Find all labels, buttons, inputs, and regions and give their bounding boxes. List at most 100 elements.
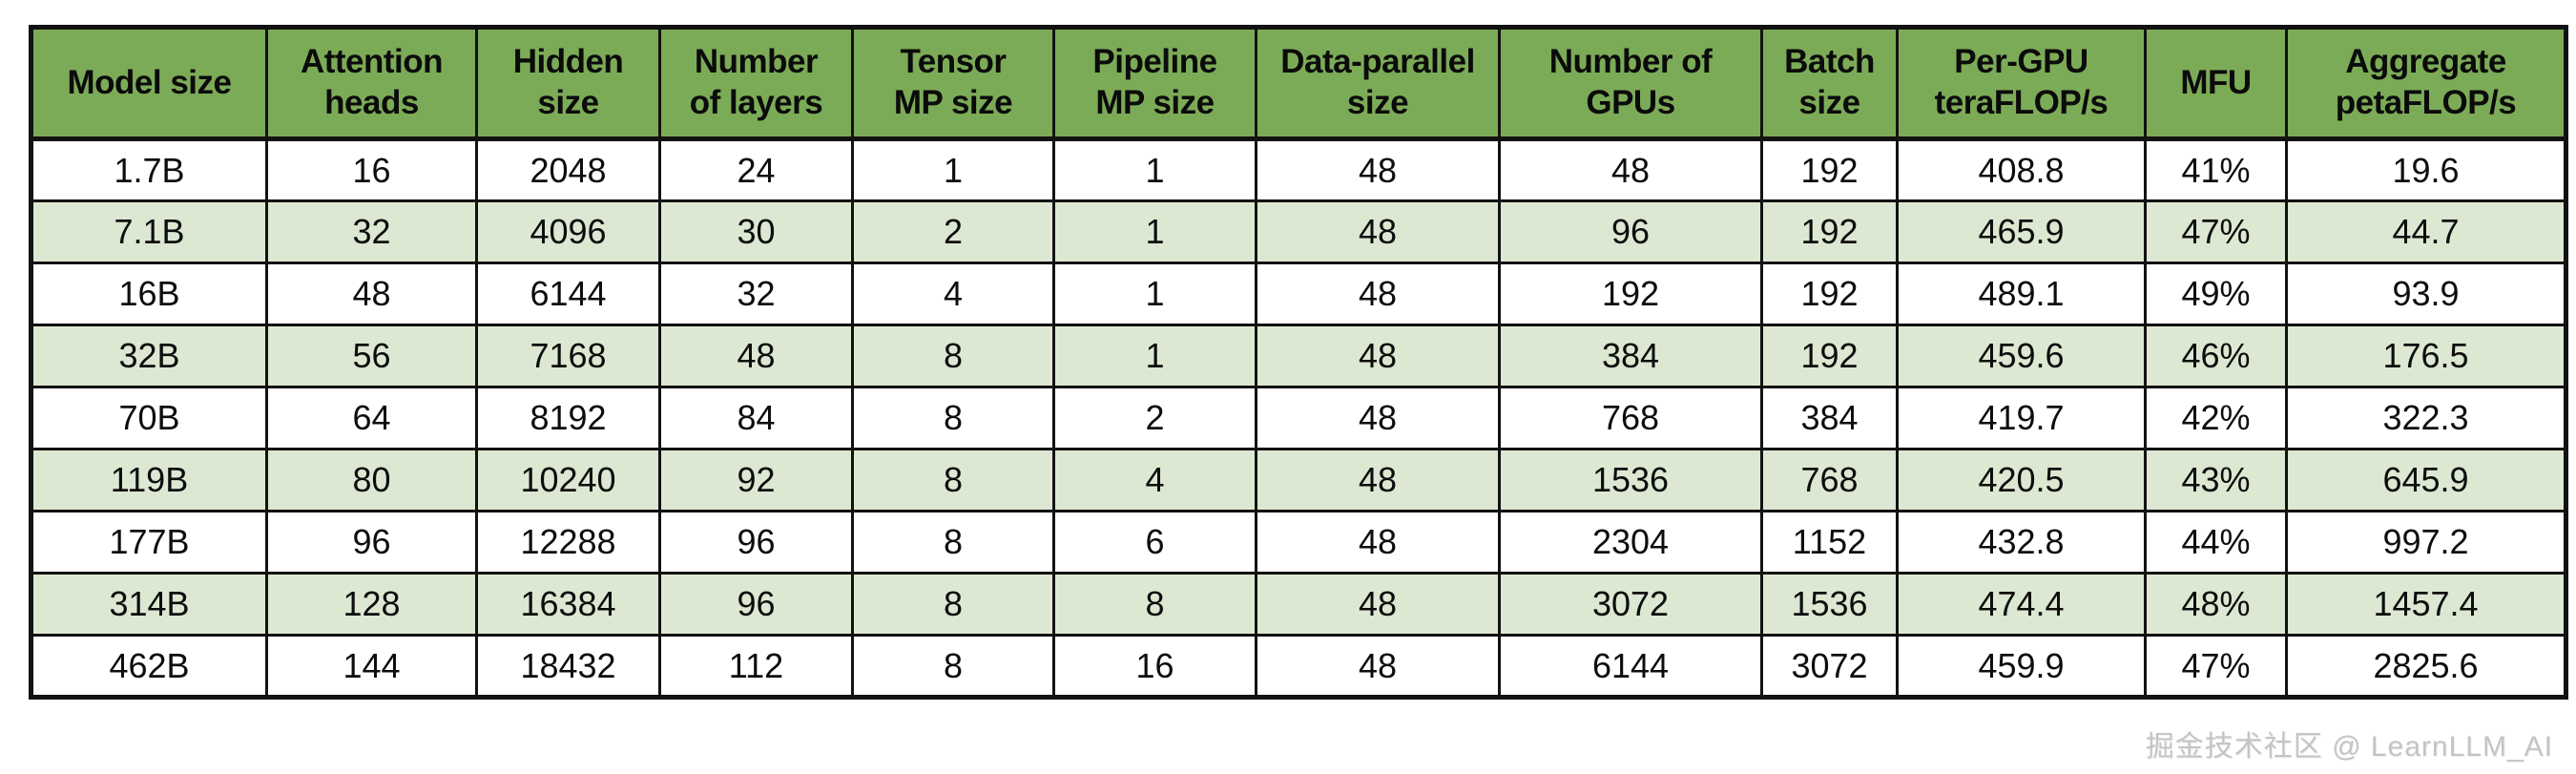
table-cell: 119B (30, 448, 268, 513)
table-cell: 32 (265, 199, 478, 264)
table-cell: 47% (2144, 634, 2288, 699)
table-cell: 92 (658, 448, 854, 513)
table-cell: 1 (851, 137, 1055, 202)
table-cell: 112 (658, 634, 854, 699)
table-cell: 16 (1052, 634, 1257, 699)
model-config-table: Model size Attention heads Hidden size N… (29, 25, 2568, 700)
table-row: 16B 48 6144 32 4 1 48 192 192 489.1 49% … (30, 261, 2567, 326)
table-row: 462B 144 18432 112 8 16 48 6144 3072 459… (30, 634, 2567, 699)
table-cell: 314B (30, 572, 268, 637)
table-cell: 8 (851, 448, 1055, 513)
table-cell: 43% (2144, 448, 2288, 513)
table-cell: 48 (1255, 572, 1501, 637)
table-cell: 48 (1255, 634, 1501, 699)
table-cell: 32 (658, 261, 854, 326)
table-cell: 48 (265, 261, 478, 326)
table-cell: 44.7 (2285, 199, 2567, 264)
table-cell: 48 (1255, 510, 1501, 575)
table-cell: 96 (265, 510, 478, 575)
table-cell: 6144 (1498, 634, 1763, 699)
table-cell: 192 (1760, 137, 1899, 202)
table-cell: 8192 (475, 386, 661, 450)
table-cell: 19.6 (2285, 137, 2567, 202)
table-cell: 768 (1760, 448, 1899, 513)
table-cell: 18432 (475, 634, 661, 699)
table-cell: 2 (1052, 386, 1257, 450)
table-cell: 8 (1052, 572, 1257, 637)
table-cell: 32B (30, 324, 268, 388)
table-cell: 48% (2144, 572, 2288, 637)
table-cell: 192 (1498, 261, 1763, 326)
table-cell: 48 (1255, 448, 1501, 513)
table-cell: 7168 (475, 324, 661, 388)
table-cell: 80 (265, 448, 478, 513)
table-cell: 2825.6 (2285, 634, 2567, 699)
table-cell: 3072 (1498, 572, 1763, 637)
table-cell: 12288 (475, 510, 661, 575)
table-cell: 465.9 (1896, 199, 2147, 264)
table-cell: 1152 (1760, 510, 1899, 575)
table-cell: 48 (1255, 199, 1501, 264)
table-cell: 408.8 (1896, 137, 2147, 202)
table-cell: 322.3 (2285, 386, 2567, 450)
table-cell: 420.5 (1896, 448, 2147, 513)
table-cell: 48 (1255, 386, 1501, 450)
table-row: 119B 80 10240 92 8 4 48 1536 768 420.5 4… (30, 448, 2567, 513)
table-cell: 64 (265, 386, 478, 450)
table-cell: 1 (1052, 199, 1257, 264)
col-header-hidden-size: Hidden size (475, 26, 661, 141)
table-row: 1.7B 16 2048 24 1 1 48 48 192 408.8 41% … (30, 137, 2567, 202)
table-cell: 47% (2144, 199, 2288, 264)
table-cell: 48 (1498, 137, 1763, 202)
col-header-model-size: Model size (30, 26, 268, 141)
table-cell: 432.8 (1896, 510, 2147, 575)
table-cell: 384 (1498, 324, 1763, 388)
table-cell: 4 (1052, 448, 1257, 513)
table-cell: 144 (265, 634, 478, 699)
table-cell: 997.2 (2285, 510, 2567, 575)
table-cell: 96 (658, 572, 854, 637)
col-header-mfu: MFU (2144, 26, 2288, 141)
table-cell: 489.1 (1896, 261, 2147, 326)
table-header-row: Model size Attention heads Hidden size N… (30, 26, 2567, 141)
table-cell: 48 (1255, 261, 1501, 326)
col-header-data-parallel-size: Data-parallel size (1255, 26, 1501, 141)
col-header-number-of-layers: Number of layers (658, 26, 854, 141)
watermark-text: 掘金技术社区 @ LearnLLM_AI (2145, 731, 2553, 763)
table-cell: 8 (851, 634, 1055, 699)
table-cell: 128 (265, 572, 478, 637)
table-cell: 41% (2144, 137, 2288, 202)
table-cell: 1457.4 (2285, 572, 2567, 637)
table-cell: 1.7B (30, 137, 268, 202)
table-cell: 645.9 (2285, 448, 2567, 513)
table-cell: 30 (658, 199, 854, 264)
col-header-per-gpu-teraflops: Per-GPU teraFLOP/s (1896, 26, 2147, 141)
table-cell: 46% (2144, 324, 2288, 388)
table-cell: 8 (851, 572, 1055, 637)
table-cell: 1536 (1760, 572, 1899, 637)
table-cell: 96 (1498, 199, 1763, 264)
table-cell: 7.1B (30, 199, 268, 264)
table-cell: 192 (1760, 199, 1899, 264)
table-cell: 768 (1498, 386, 1763, 450)
table-cell: 4 (851, 261, 1055, 326)
table-cell: 8 (851, 510, 1055, 575)
table-cell: 419.7 (1896, 386, 2147, 450)
table-cell: 1 (1052, 261, 1257, 326)
table-row: 32B 56 7168 48 8 1 48 384 192 459.6 46% … (30, 324, 2567, 388)
table-cell: 3072 (1760, 634, 1899, 699)
table-cell: 6 (1052, 510, 1257, 575)
table-cell: 177B (30, 510, 268, 575)
table-cell: 459.9 (1896, 634, 2147, 699)
col-header-batch-size: Batch size (1760, 26, 1899, 141)
col-header-tensor-mp-size: Tensor MP size (851, 26, 1055, 141)
table-cell: 84 (658, 386, 854, 450)
table-cell: 2304 (1498, 510, 1763, 575)
col-header-attention-heads: Attention heads (265, 26, 478, 141)
table-row: 177B 96 12288 96 8 6 48 2304 1152 432.8 … (30, 510, 2567, 575)
table-cell: 49% (2144, 261, 2288, 326)
table-cell: 48 (1255, 324, 1501, 388)
table-cell: 462B (30, 634, 268, 699)
table-cell: 56 (265, 324, 478, 388)
